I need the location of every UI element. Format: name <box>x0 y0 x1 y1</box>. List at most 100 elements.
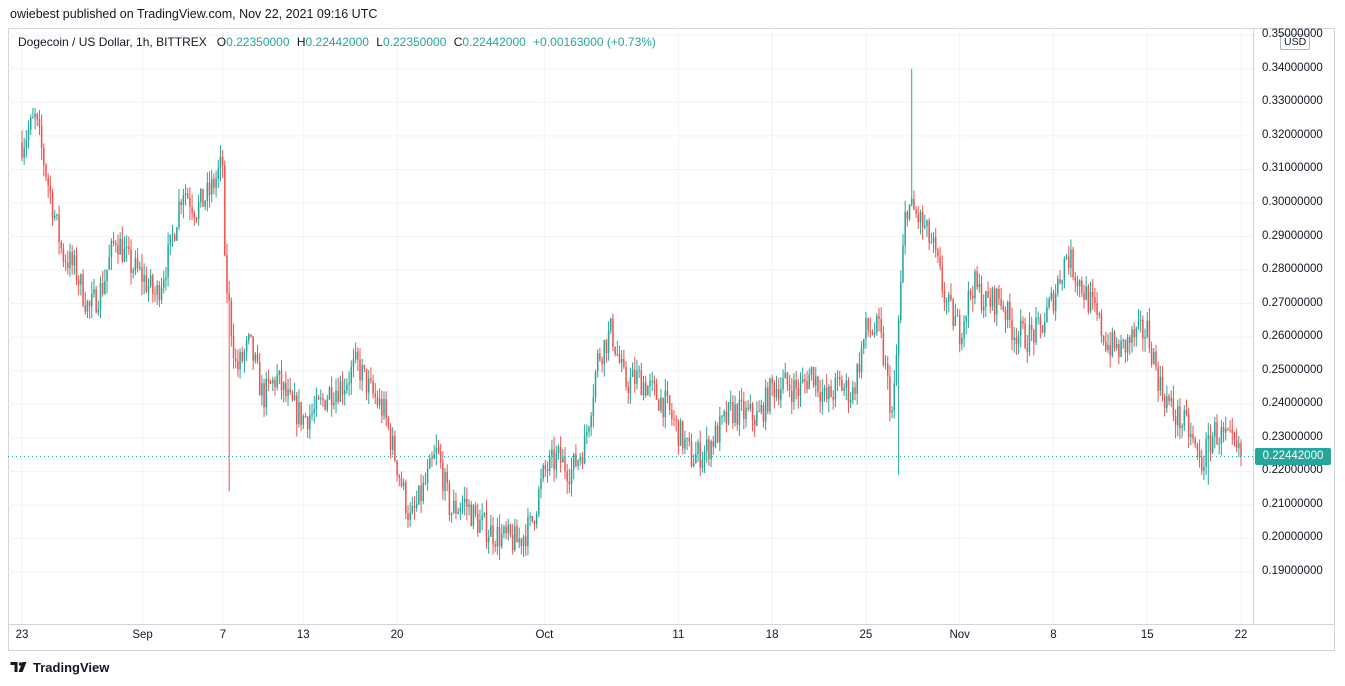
candle-body <box>906 211 909 220</box>
candle-body <box>767 387 769 412</box>
candle-body <box>736 404 739 425</box>
candle-body <box>228 293 230 301</box>
low-value: 0.22350000 <box>382 35 447 49</box>
candle-body <box>67 262 69 269</box>
candle-body <box>996 288 998 315</box>
candle-body <box>426 468 429 483</box>
candle-body <box>590 415 592 428</box>
candle-body <box>620 359 623 363</box>
footer-brand[interactable]: TradingView <box>10 660 109 675</box>
candle-body <box>154 293 156 295</box>
candle-body <box>208 182 211 195</box>
close-label: C <box>453 35 463 49</box>
candle-body <box>801 379 804 383</box>
candle-body <box>346 384 348 390</box>
candle-body <box>753 419 756 426</box>
candle-body <box>291 392 294 401</box>
candle-body <box>860 348 863 373</box>
candle-body <box>492 525 494 545</box>
y-tick-label: 0.31000000 <box>1262 162 1323 175</box>
candle-body <box>695 453 697 464</box>
candle-body <box>777 389 780 400</box>
candle-body <box>701 460 704 468</box>
candle-body <box>317 397 320 400</box>
candle-body <box>640 370 643 396</box>
candle-body <box>184 193 187 196</box>
candle-body <box>819 392 821 402</box>
candle-body <box>217 168 220 179</box>
candle-body <box>836 376 839 378</box>
candle-body <box>479 519 481 533</box>
candle-body <box>88 301 91 307</box>
candle-body <box>500 533 503 547</box>
candle-body <box>1211 436 1214 453</box>
candle-body <box>402 482 405 487</box>
candle-body <box>442 462 444 491</box>
candle-body <box>934 237 937 250</box>
candle-body <box>204 200 206 207</box>
candle-body <box>254 354 257 361</box>
candle-body <box>845 380 848 389</box>
candle-body <box>215 178 217 188</box>
candle-body <box>108 256 110 270</box>
candle-body <box>350 367 353 384</box>
candle-body <box>1061 280 1063 284</box>
candle-body <box>592 397 595 416</box>
candle-body <box>1159 376 1162 391</box>
candle-body <box>1133 329 1135 338</box>
candle-body <box>634 369 636 384</box>
candle-body <box>326 399 329 410</box>
candle-body <box>221 156 224 166</box>
candle-body <box>832 396 834 400</box>
candle-body <box>553 449 555 470</box>
candle-body <box>250 334 252 337</box>
candle-body <box>921 212 924 228</box>
candle-body <box>429 458 431 469</box>
candle-body <box>97 308 100 313</box>
symbol-title[interactable]: Dogecoin / US Dollar, 1h, BITTREX <box>18 35 207 49</box>
candle-body <box>991 288 994 307</box>
candle-body <box>1004 310 1007 321</box>
candle-body <box>1139 319 1142 321</box>
candle-body <box>1181 426 1183 429</box>
candle-body <box>636 370 638 384</box>
candle-body <box>651 380 653 382</box>
candle-body <box>625 367 627 387</box>
candle-body <box>854 387 856 394</box>
candle-body <box>448 482 451 516</box>
candle-body <box>1150 348 1153 365</box>
x-tick-label: 13 <box>296 629 310 641</box>
candle-body <box>799 382 802 396</box>
candle-body <box>330 387 333 406</box>
candle-body <box>171 234 174 236</box>
candle-body <box>540 478 542 490</box>
candle-body <box>932 237 935 243</box>
candle-body <box>80 274 82 285</box>
candle-body <box>252 336 254 361</box>
candle-body <box>793 380 795 402</box>
candle-body <box>256 354 259 362</box>
candle-body <box>913 198 915 210</box>
candle-body <box>1111 331 1114 356</box>
candle-body <box>200 188 202 203</box>
candle-body <box>1137 320 1140 328</box>
high-label: H <box>296 35 306 49</box>
candle-body <box>952 299 954 326</box>
candle-body <box>1179 406 1181 429</box>
candle-body <box>439 451 442 463</box>
candle-body <box>828 386 830 400</box>
candle-body <box>29 117 32 130</box>
currency-button[interactable]: USD <box>1280 34 1311 50</box>
time-axis[interactable] <box>8 624 1335 651</box>
candle-body <box>197 202 200 220</box>
candle-body <box>1078 280 1081 286</box>
candle-body <box>586 432 588 436</box>
candle-body <box>607 330 610 353</box>
candle-body <box>302 415 305 425</box>
candle-body <box>524 536 527 547</box>
price-axis[interactable] <box>1253 28 1336 624</box>
candle-body <box>296 395 298 424</box>
candle-body <box>1041 325 1044 333</box>
candle-body <box>82 274 84 306</box>
